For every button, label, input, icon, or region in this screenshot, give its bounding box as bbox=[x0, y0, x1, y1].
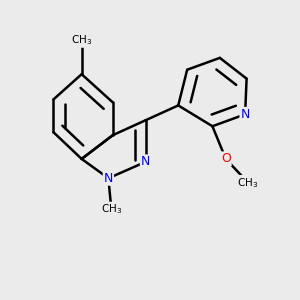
Text: O: O bbox=[221, 152, 231, 165]
Text: N: N bbox=[104, 172, 113, 185]
Text: CH$_3$: CH$_3$ bbox=[71, 33, 92, 47]
Text: N: N bbox=[141, 155, 150, 168]
Text: CH$_3$: CH$_3$ bbox=[101, 202, 122, 216]
Text: N: N bbox=[240, 108, 250, 121]
Text: CH$_3$: CH$_3$ bbox=[238, 176, 259, 190]
